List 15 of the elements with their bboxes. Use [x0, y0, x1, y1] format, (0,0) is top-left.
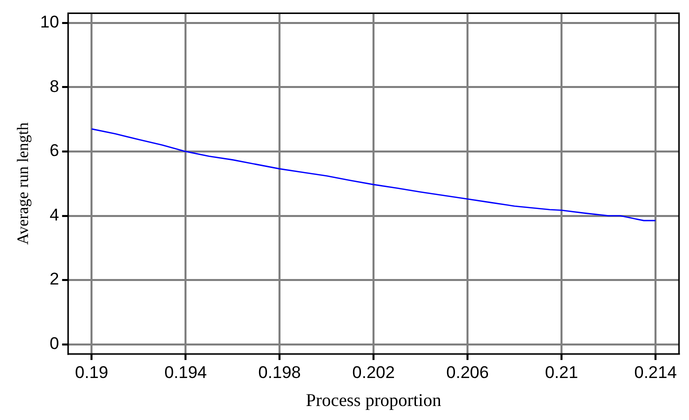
- x-tick-label: 0.19: [75, 362, 108, 382]
- x-tick-label: 0.206: [446, 362, 489, 382]
- x-tick-label: 0.198: [258, 362, 301, 382]
- x-tick-label: 0.214: [634, 362, 677, 382]
- y-tick-label: 0: [50, 334, 60, 354]
- y-tick-label: 4: [50, 205, 60, 224]
- y-tick-label: 10: [40, 12, 60, 32]
- y-axis-title: Average run length: [14, 122, 32, 245]
- y-tick-label: 2: [50, 270, 60, 289]
- y-tick-label: 8: [50, 76, 60, 96]
- y-tick-label: 6: [50, 141, 60, 160]
- x-tick-label: 0.194: [164, 362, 207, 382]
- x-axis-title: Process proportion: [306, 390, 442, 410]
- x-tick-label: 0.202: [352, 362, 395, 382]
- x-tick-label: 0.21: [544, 362, 578, 382]
